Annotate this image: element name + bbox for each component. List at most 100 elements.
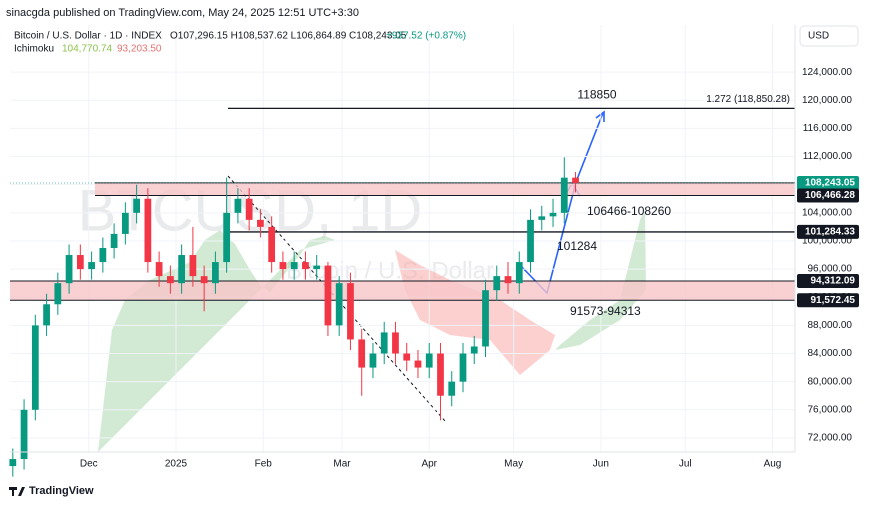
- price-label-box: [797, 188, 859, 203]
- candle-body: [20, 409, 28, 460]
- candle-body: [425, 353, 433, 368]
- candle-body: [110, 233, 118, 248]
- x-tick-label: Aug: [764, 459, 782, 470]
- candle-body: [54, 283, 62, 305]
- candle-body: [76, 255, 84, 270]
- y-tick-label: 72,000.00: [808, 433, 853, 444]
- x-tick-label: Jun: [593, 459, 609, 470]
- y-tick-label: 124,000.00: [802, 67, 852, 78]
- y-tick-label: 112,000.00: [803, 151, 853, 162]
- candle-body: [88, 262, 95, 270]
- candle-body: [515, 262, 523, 284]
- y-tick-label: 104,000.00: [802, 207, 852, 218]
- candle-body: [155, 262, 163, 277]
- candle-body: [482, 290, 489, 347]
- candle-body: [31, 325, 39, 410]
- y-tick-label: 96,000.00: [808, 264, 853, 275]
- candle-body: [178, 255, 186, 284]
- candle-body: [527, 219, 534, 263]
- plot: [9, 25, 795, 477]
- candle-body: [189, 255, 197, 277]
- candle-body: [279, 262, 287, 270]
- publisher: sinacgda published on TradingView.com, M…: [6, 7, 359, 19]
- candle-body: [144, 198, 152, 263]
- level-note: 1.272 (118,850.28): [706, 94, 790, 105]
- indicator: Ichimoku: [14, 44, 54, 55]
- candle-body: [392, 332, 399, 354]
- candle-body: [133, 198, 140, 213]
- currency-button[interactable]: [799, 25, 859, 47]
- candle-body: [200, 276, 208, 284]
- price-label: 106,466.28: [805, 190, 855, 201]
- candle-body: [493, 276, 501, 291]
- y-tick-label: 84,000.00: [808, 348, 853, 359]
- price-label: 108,243.05: [805, 178, 855, 189]
- candle-body: [43, 304, 50, 326]
- candle-body: [324, 265, 332, 326]
- price-label: 91,572.45: [811, 295, 856, 306]
- logo: [9, 487, 25, 496]
- x-tick-label: Feb: [255, 459, 273, 470]
- price-label: 94,312.09: [811, 276, 856, 287]
- candle-body: [470, 346, 478, 354]
- candle-body: [459, 353, 467, 382]
- candle-body: [268, 226, 276, 263]
- price-label-box: [797, 175, 859, 190]
- candle-body: [560, 177, 568, 213]
- candle-body: [347, 283, 354, 340]
- candle-body: [121, 212, 129, 234]
- x-tick-label: Mar: [333, 459, 351, 470]
- candle-body: [223, 212, 231, 263]
- candle-body: [212, 262, 219, 284]
- candle-body: [65, 255, 73, 284]
- candle-body: [369, 353, 377, 368]
- candle-body: [403, 353, 411, 361]
- zone-label: 106466-108260: [587, 204, 671, 218]
- cloud-green: [555, 210, 646, 350]
- zone: [10, 280, 795, 301]
- y-tick-label: 88,000.00: [808, 320, 853, 331]
- candle-body: [9, 459, 17, 467]
- x-tick-label: May: [504, 459, 523, 470]
- candle-body: [504, 276, 512, 284]
- change: +937.52 (+0.87%): [386, 31, 466, 42]
- price-label-box: [797, 224, 859, 239]
- x-tick-label: Apr: [421, 459, 437, 470]
- price-label: 101,284.33: [805, 227, 855, 238]
- y-tick-label: 76,000.00: [808, 404, 853, 415]
- y-tick-label: 116,000.00: [803, 123, 853, 134]
- y-tick-label: 120,000.00: [802, 95, 852, 106]
- level-label: 118850: [577, 88, 616, 102]
- x-tick-label: Dec: [80, 459, 98, 470]
- candle-body: [414, 360, 422, 368]
- candle-body: [538, 216, 546, 220]
- x-tick-label: Jul: [679, 459, 692, 470]
- y-tick-label: 80,000.00: [808, 376, 853, 387]
- candle-body: [437, 353, 444, 396]
- candle-body: [313, 265, 321, 270]
- ohlc: O107,296.15 H108,537.62 L106,864.89 C108…: [170, 31, 407, 42]
- candle-body: [290, 262, 298, 270]
- x-tick-label: 2025: [165, 459, 188, 470]
- candle-body: [234, 198, 242, 213]
- price-label-box: [797, 273, 859, 288]
- y-tick-label: 100,000.00: [802, 236, 852, 247]
- candle-body: [257, 219, 264, 227]
- indicator-value: 104,770.74: [62, 44, 112, 55]
- indicator-value: 93,203.50: [117, 44, 162, 55]
- candle-body: [167, 276, 174, 284]
- footer-brand: TradingView: [29, 485, 94, 497]
- zone-label: 91573-94313: [570, 304, 641, 318]
- zone: [95, 182, 795, 196]
- price-label-box: [797, 293, 859, 308]
- projection-arrow: [519, 112, 604, 295]
- candle-body: [358, 339, 366, 368]
- candle-body: [380, 332, 388, 354]
- candle-body: [335, 283, 343, 326]
- currency[interactable]: USD: [808, 31, 829, 42]
- candle-body: [572, 177, 579, 183]
- candle-body: [302, 262, 309, 270]
- symbol: Bitcoin / U.S. Dollar · 1D · INDEX: [14, 31, 162, 42]
- candle-body: [245, 198, 253, 220]
